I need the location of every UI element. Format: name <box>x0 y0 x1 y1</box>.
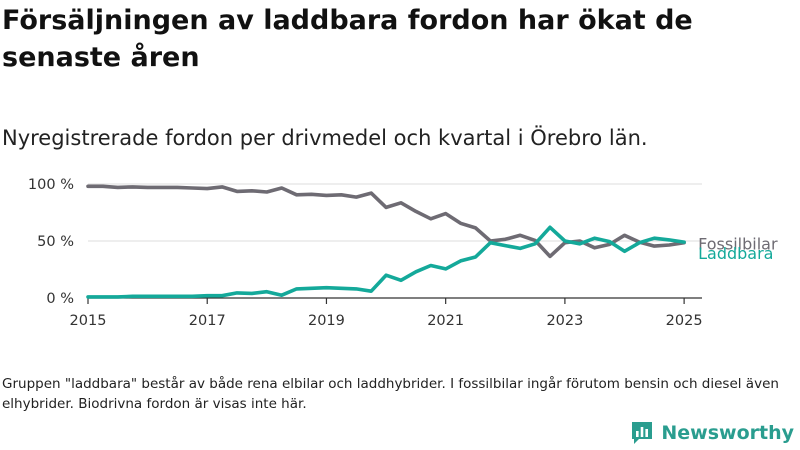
x-tick-label: 2025 <box>666 313 703 329</box>
x-tick-label: 2017 <box>189 313 226 329</box>
y-tick-label: 100 % <box>28 177 74 193</box>
chart-subtitle: Nyregistrerade fordon per drivmedel och … <box>2 126 648 150</box>
y-tick-label: 50 % <box>37 234 74 250</box>
x-tick-label: 2023 <box>546 313 583 329</box>
chart-title: Försäljningen av laddbara fordon har öka… <box>2 5 693 73</box>
x-tick-label: 2021 <box>427 313 464 329</box>
x-axis: 2015 2017 2019 2021 2023 2025 <box>70 297 703 329</box>
series-label-fossilbilar: Fossilbilar <box>698 235 778 254</box>
y-tick-label: 0 % <box>46 291 74 307</box>
y-axis: 0 % 50 % 100 % <box>28 177 74 307</box>
series-line-laddbara <box>86 225 686 299</box>
line-chart: 0 % 50 % 100 % 2015 2017 2019 2021 2023 2025 Fo… <box>28 177 778 329</box>
brand-name: Newsworthy <box>661 422 794 444</box>
x-tick-label: 2015 <box>70 313 107 329</box>
newsworthy-logo-icon <box>632 422 653 444</box>
grid-lines <box>88 183 702 242</box>
x-tick-label: 2019 <box>308 313 345 329</box>
series-line-fossilbilar <box>86 184 686 259</box>
series-lines <box>86 184 686 299</box>
brand-logo[interactable]: Newsworthy <box>630 420 794 446</box>
series-label-laddbara: Laddbara <box>698 244 773 263</box>
footnote: Gruppen "laddbara" består av både rena e… <box>2 376 779 412</box>
